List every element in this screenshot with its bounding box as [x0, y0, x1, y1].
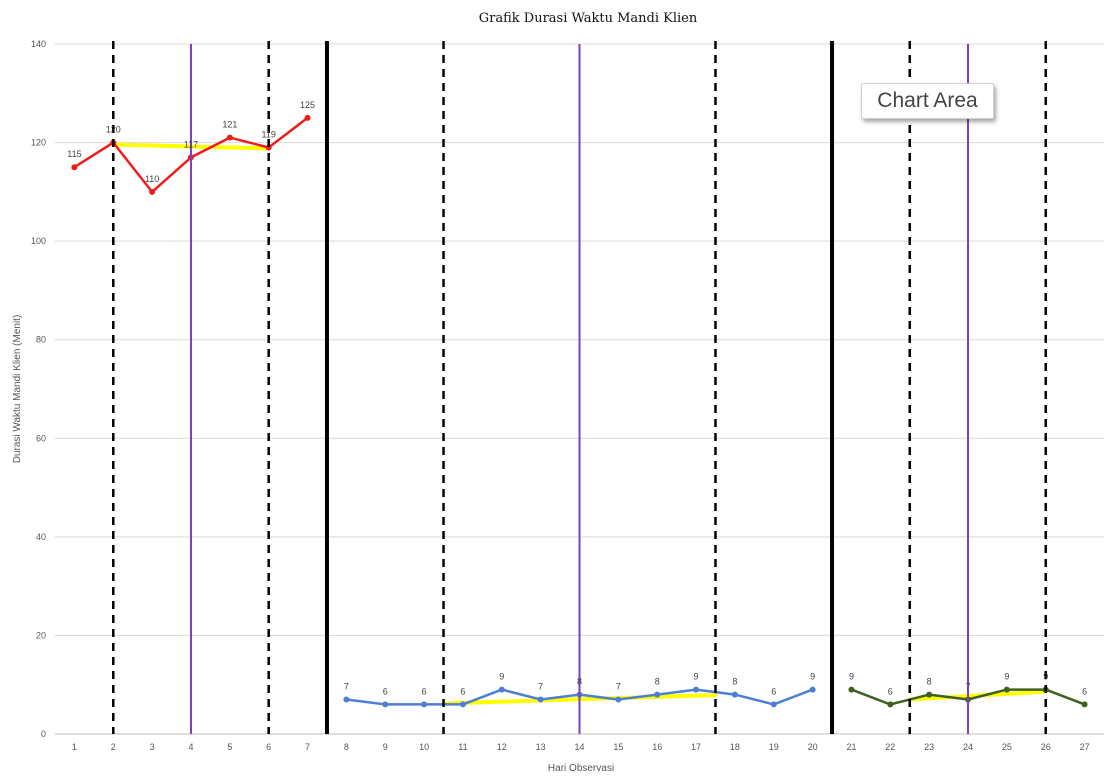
- data-label: 110: [145, 174, 159, 184]
- data-label: 6: [383, 686, 388, 696]
- y-tick-label: 120: [31, 138, 46, 148]
- data-point: [382, 701, 389, 708]
- x-tick-label: 12: [497, 742, 507, 752]
- data-point: [848, 686, 855, 693]
- x-tick-label: 7: [305, 742, 310, 752]
- x-tick-label: 5: [227, 742, 232, 752]
- y-tick-label: 40: [36, 532, 46, 542]
- data-label: 9: [1043, 672, 1048, 682]
- data-label: 8: [732, 677, 737, 687]
- data-label: 125: [300, 100, 315, 110]
- chart-title: Grafik Durasi Waktu Mandi Klien: [479, 11, 698, 26]
- x-tick-label: 17: [691, 742, 701, 752]
- x-tick-label: 16: [652, 742, 662, 752]
- x-tick-label: 20: [808, 742, 818, 752]
- data-point: [1081, 701, 1088, 708]
- x-tick-label: 23: [924, 742, 934, 752]
- data-point: [71, 164, 78, 171]
- x-tick-labels: 1 2 3 4 5 6 7 8 9 10 11 12 13 14 15 16 17 18 19 20 21 22 23 24 2…: [72, 742, 1090, 752]
- y-tick-label: 140: [31, 39, 46, 49]
- x-tick-label: 21: [846, 742, 856, 752]
- x-axis-title: Hari Observasi: [548, 763, 614, 774]
- data-label: 8: [927, 677, 932, 687]
- data-label: 6: [422, 686, 427, 696]
- data-label: 9: [849, 672, 854, 682]
- data-label: 117: [184, 139, 198, 149]
- data-point: [926, 691, 933, 698]
- data-point: [654, 691, 661, 698]
- data-label: 7: [538, 682, 543, 692]
- chart-area-tooltip: Chart Area: [861, 83, 994, 119]
- x-tick-label: 22: [885, 742, 895, 752]
- y-tick-label: 80: [36, 335, 46, 345]
- data-point: [615, 696, 622, 703]
- x-tick-label: 26: [1041, 742, 1051, 752]
- data-label: 119: [262, 130, 276, 140]
- data-point: [1003, 686, 1010, 693]
- data-point: [304, 114, 311, 121]
- x-tick-label: 9: [383, 742, 388, 752]
- data-label: 120: [106, 125, 121, 135]
- data-label: 6: [888, 686, 893, 696]
- x-tick-label: 6: [266, 742, 271, 752]
- data-label: 121: [222, 120, 237, 130]
- x-tick-label: 1: [72, 742, 77, 752]
- data-label: 9: [694, 672, 699, 682]
- data-point: [887, 701, 894, 708]
- data-point: [343, 696, 350, 703]
- x-tick-label: 10: [419, 742, 429, 752]
- y-tick-label: 0: [41, 729, 46, 739]
- data-point: [226, 134, 233, 141]
- phase-lines: [112, 41, 1047, 734]
- data-label: 9: [499, 672, 504, 682]
- tooltip-text: Chart Area: [877, 89, 978, 112]
- data-label: 7: [616, 682, 621, 692]
- x-tick-label: 4: [188, 742, 193, 752]
- data-label: 6: [1082, 686, 1087, 696]
- data-labels: 115 120 110 117 121 119 125 7 6 6 6 9 7 8 7 8 9 8 6 9 9 6 8 7 9 9…: [67, 100, 1087, 697]
- x-tick-label: 11: [458, 742, 467, 752]
- data-point: [149, 188, 156, 195]
- data-label: 7: [966, 682, 971, 692]
- x-tick-label: 27: [1080, 742, 1090, 752]
- data-label: 8: [655, 677, 660, 687]
- data-point: [809, 686, 816, 693]
- data-point: [537, 696, 544, 703]
- data-point: [459, 701, 466, 708]
- data-label: 6: [460, 686, 465, 696]
- y-tick-label: 100: [31, 236, 46, 246]
- y-axis-title: Durasi Waktu Mandi Klien (Menit): [12, 315, 23, 464]
- data-point: [421, 701, 428, 708]
- y-tick-label: 20: [36, 630, 46, 640]
- x-tick-label: 13: [536, 742, 546, 752]
- data-label: 9: [810, 672, 815, 682]
- data-label: 8: [577, 677, 582, 687]
- data-point: [770, 701, 777, 708]
- x-tick-label: 15: [613, 742, 623, 752]
- data-point: [731, 691, 738, 698]
- y-tick-label: 60: [36, 433, 46, 443]
- x-tick-label: 2: [111, 742, 116, 752]
- data-label: 7: [344, 682, 349, 692]
- x-tick-label: 8: [344, 742, 349, 752]
- x-tick-label: 3: [150, 742, 155, 752]
- data-point: [498, 686, 505, 693]
- x-tick-label: 19: [769, 742, 779, 752]
- data-label: 9: [1004, 672, 1009, 682]
- x-tick-label: 24: [963, 742, 973, 752]
- data-label: 115: [67, 149, 81, 159]
- data-point: [265, 144, 272, 151]
- x-tick-label: 14: [574, 742, 584, 752]
- data-point: [693, 686, 700, 693]
- x-tick-label: 25: [1002, 742, 1012, 752]
- x-tick-label: 18: [730, 742, 740, 752]
- trend-line: [907, 689, 1048, 702]
- data-label: 6: [771, 686, 776, 696]
- y-tick-labels: 0 20 40 60 80 100 120 140: [31, 39, 46, 739]
